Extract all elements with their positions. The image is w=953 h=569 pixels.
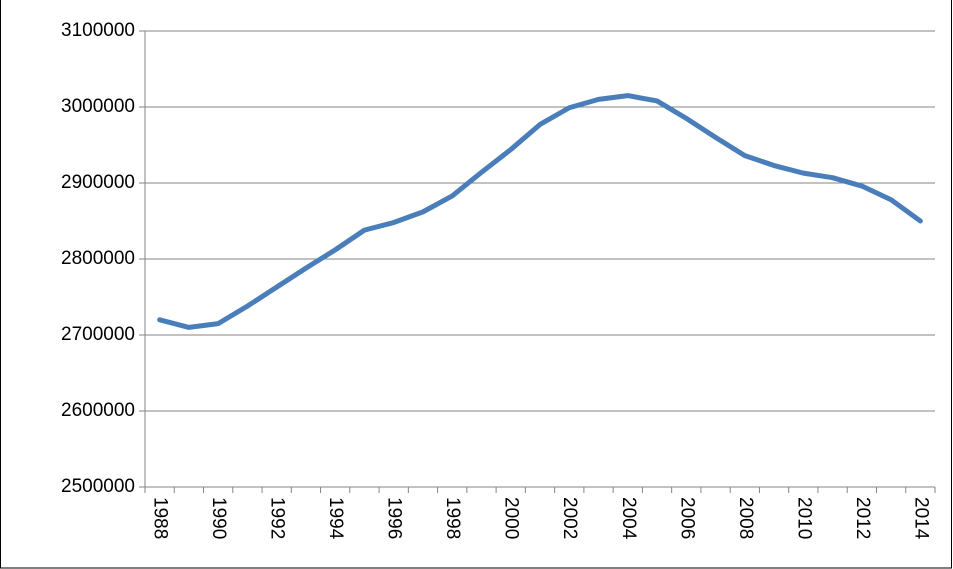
x-tick-label: 2002 (559, 497, 580, 539)
x-tick-label: 1996 (384, 497, 405, 539)
y-tick-label: 3000000 (61, 96, 135, 117)
y-tick-label: 3100000 (61, 20, 135, 41)
y-tick-label: 2500000 (61, 476, 135, 497)
x-tick-label: 2008 (735, 497, 756, 539)
x-tick-label: 1988 (150, 497, 171, 539)
data-line (157, 93, 923, 330)
x-tick-label: 1992 (267, 497, 288, 539)
x-tick-label: 2014 (910, 497, 931, 540)
x-tick-label: 2000 (501, 497, 522, 539)
x-tick-label: 1998 (442, 497, 463, 539)
x-tick-label: 2006 (676, 497, 697, 539)
x-tick-label: 2010 (793, 497, 814, 539)
x-tick-label: 2012 (852, 497, 873, 539)
y-tick-label: 2700000 (61, 324, 135, 345)
y-tick-label: 2600000 (61, 400, 135, 421)
x-tick-label: 1990 (208, 497, 229, 539)
y-tick-label: 2800000 (61, 248, 135, 269)
x-tick-label: 2004 (618, 497, 639, 540)
y-tick-label: 2900000 (61, 172, 135, 193)
x-tick-label: 1994 (325, 497, 346, 540)
